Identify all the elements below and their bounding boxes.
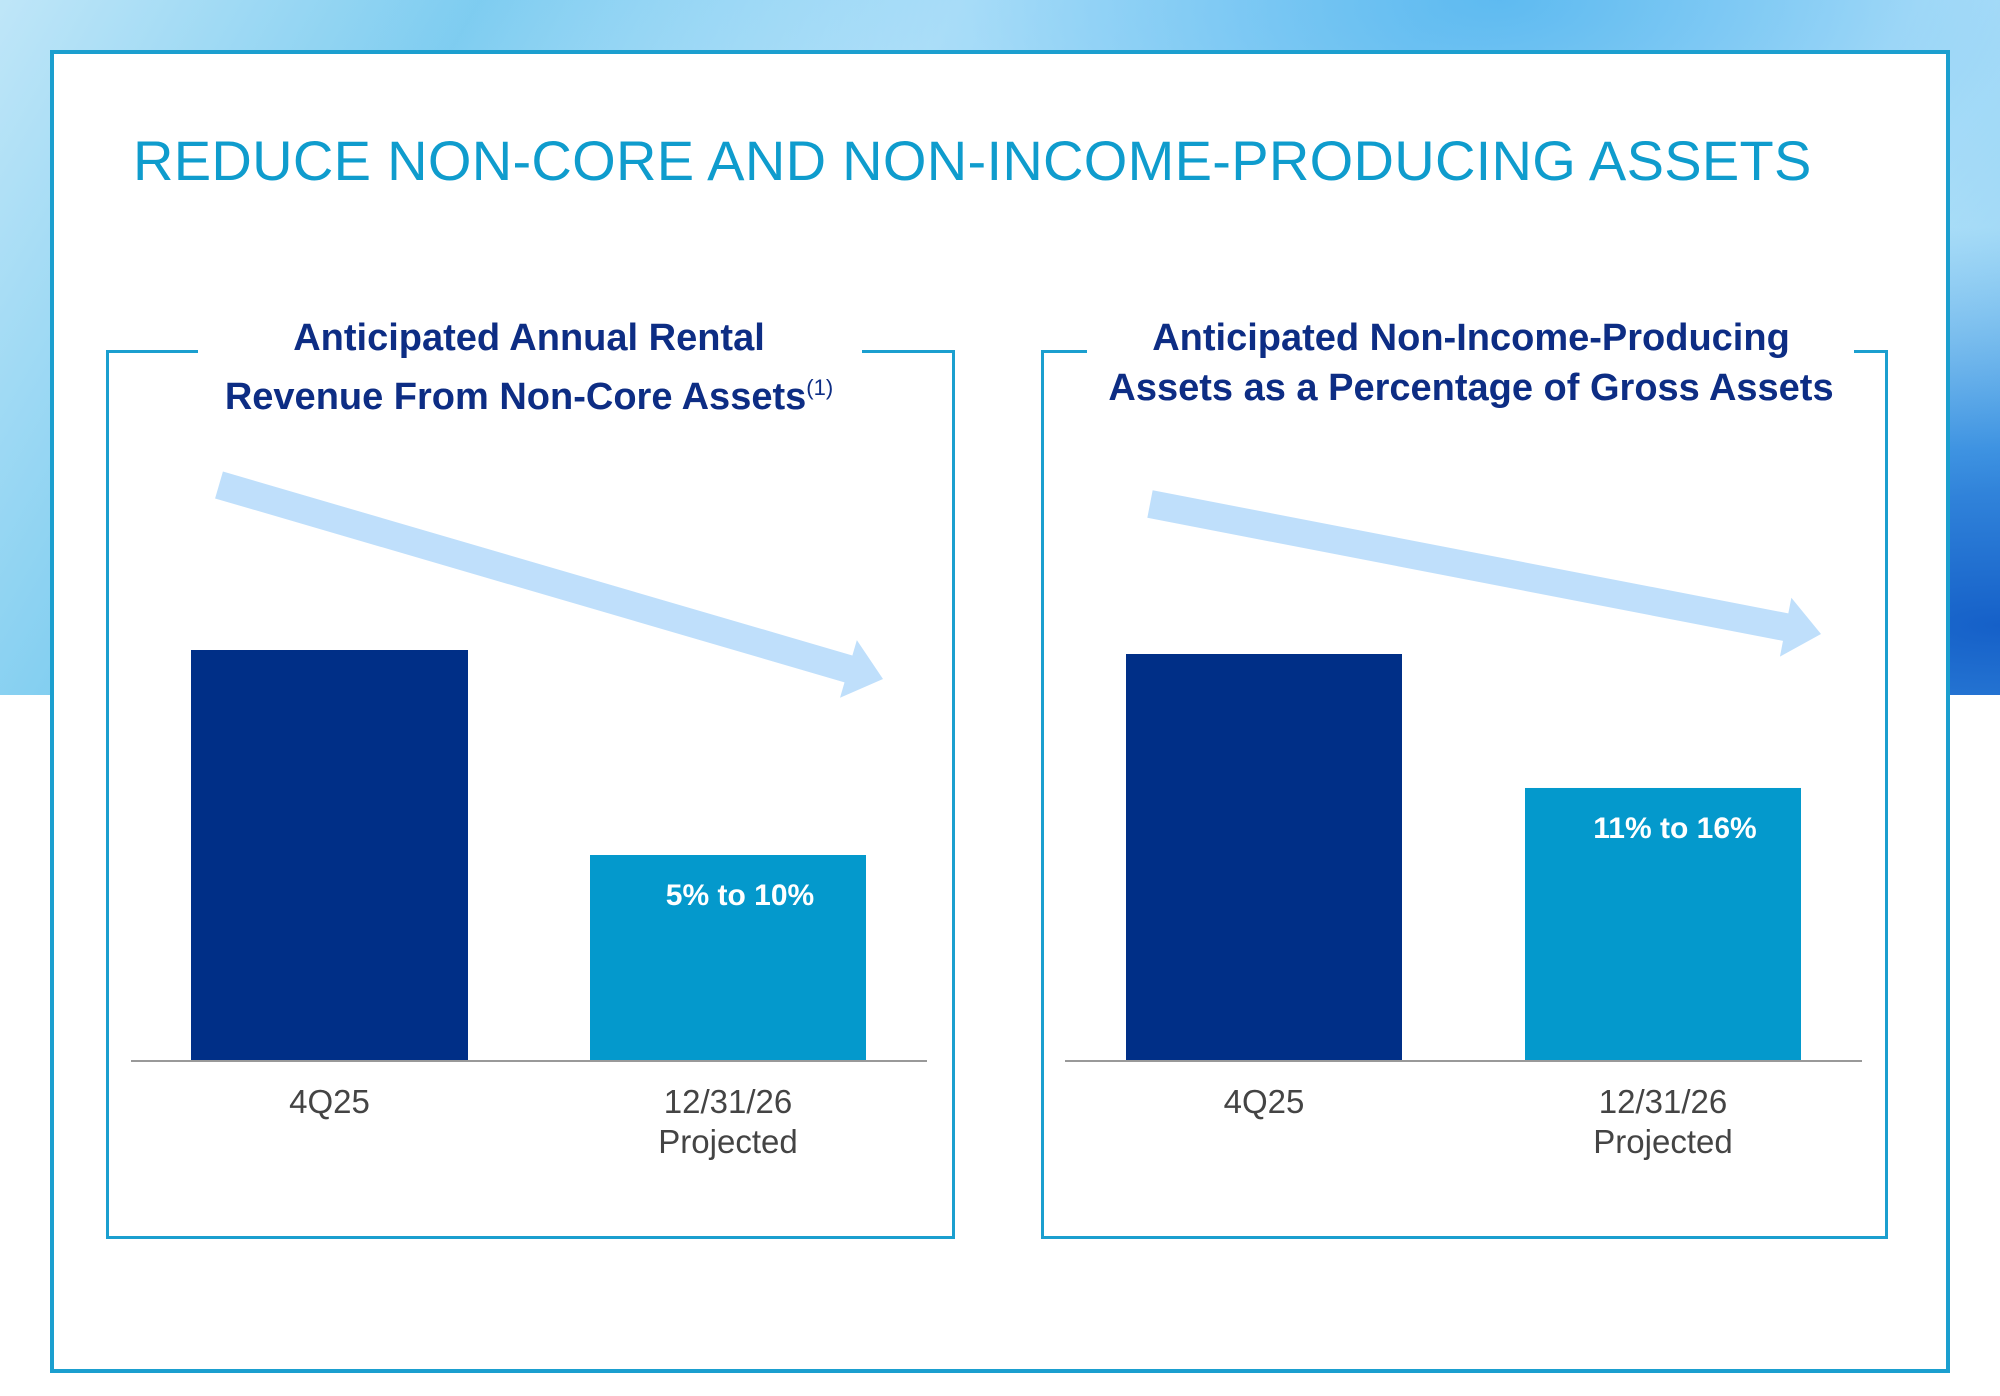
footnote-marker: (1) — [806, 375, 834, 400]
bar-4Q25 — [1126, 654, 1402, 1060]
trend-arrow-down-icon — [1147, 490, 1821, 657]
panel-top-border — [1041, 350, 1087, 353]
chart-title-line1: Anticipated Annual Rental — [293, 317, 765, 359]
trend-arrow-down-icon — [215, 471, 883, 698]
bar-12-31-26 — [1525, 787, 1801, 1060]
bar-12-31-26 — [590, 855, 866, 1060]
chart-title: Anticipated Non-Income-Producing Assets … — [1108, 313, 1833, 413]
chart-title-line2: Assets as a Percentage of Gross Assets — [1108, 367, 1834, 409]
bar-data-label: 5% to 10% — [666, 879, 814, 912]
bar-data-label: 11% to 16% — [1593, 812, 1756, 845]
chart-title-line2: Revenue From Non-Core Assets(1) — [225, 363, 833, 422]
page-title: REDUCE NON-CORE AND NON-INCOME-PRODUCING… — [133, 129, 1812, 192]
chart-title-line2-text: Revenue From Non-Core Assets — [224, 376, 807, 418]
chart-panel-rental-revenue — [106, 350, 955, 1239]
x-tick-label: 4Q25 — [289, 1083, 370, 1120]
panel-top-border — [106, 350, 198, 353]
bar-4Q25 — [191, 650, 468, 1060]
x-tick-label: 4Q25 — [1224, 1083, 1305, 1120]
chart-title-line1: Anticipated Non-Income-Producing — [1152, 317, 1790, 359]
panel-top-border — [1854, 350, 1885, 353]
chart-panel-non-income-assets — [1041, 350, 1888, 1239]
x-tick-label: Projected — [1593, 1123, 1732, 1160]
x-tick-label: 12/31/26 — [1599, 1083, 1727, 1120]
panel-top-border — [862, 350, 952, 353]
chart-title: Anticipated Annual Rental Revenue From N… — [225, 313, 833, 422]
x-tick-label: 12/31/26 — [664, 1083, 792, 1120]
x-tick-label: Projected — [658, 1123, 797, 1160]
